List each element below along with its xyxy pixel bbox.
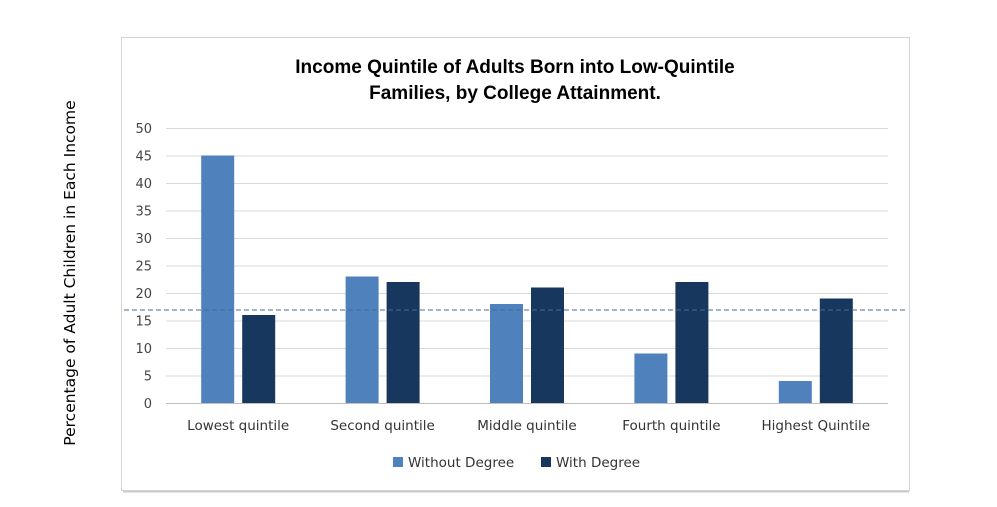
y-tick-label: 20	[135, 287, 152, 302]
gridlines	[166, 128, 888, 377]
y-tick-label: 25	[135, 260, 152, 275]
y-axis-label: Percentage of Adult Children in Each Inc…	[61, 100, 79, 445]
bars	[201, 155, 853, 403]
y-tick-label: 15	[135, 315, 152, 330]
y-tick-label: 0	[144, 397, 152, 412]
legend-label: Without Degree	[408, 455, 514, 471]
category-label: Middle quintile	[477, 418, 576, 434]
category-label: Highest Quintile	[762, 418, 871, 434]
bar-without-degree	[490, 304, 523, 403]
y-tick-label: 35	[135, 205, 152, 220]
y-tick-label: 10	[135, 342, 152, 357]
chart-frame	[121, 37, 910, 491]
bar-with-degree	[819, 298, 853, 403]
bar-without-degree	[345, 276, 379, 403]
chart-title-line-2: Families, by College Attainment.	[369, 83, 661, 104]
bar-with-degree	[675, 282, 709, 403]
legend-label: With Degree	[556, 455, 640, 471]
bar-with-degree	[242, 315, 276, 403]
legend: Without Degree With Degree	[393, 455, 640, 471]
bar-without-degree	[201, 155, 235, 403]
legend-swatch	[393, 457, 403, 467]
y-tick-label: 40	[135, 177, 152, 192]
bar-with-degree	[386, 282, 420, 403]
legend-swatch	[541, 457, 551, 467]
y-tick-label: 30	[135, 232, 152, 247]
bar-without-degree	[634, 353, 668, 403]
bar-with-degree	[531, 287, 564, 403]
y-tick-label: 45	[135, 150, 152, 165]
y-tick-label: 50	[135, 122, 152, 137]
category-labels: Lowest quintile Second quintile Middle qui…	[187, 418, 870, 434]
chart-title-line-1: Income Quintile of Adults Born into Low-…	[295, 57, 734, 78]
category-label: Lowest quintile	[187, 418, 289, 434]
category-label: Fourth quintile	[622, 418, 720, 434]
bar-without-degree	[778, 381, 812, 403]
y-tick-label: 5	[144, 370, 152, 385]
y-tick-labels: 0 5 10 15 20 25 30 35 40 45 50	[135, 122, 152, 412]
category-label: Second quintile	[330, 418, 435, 434]
